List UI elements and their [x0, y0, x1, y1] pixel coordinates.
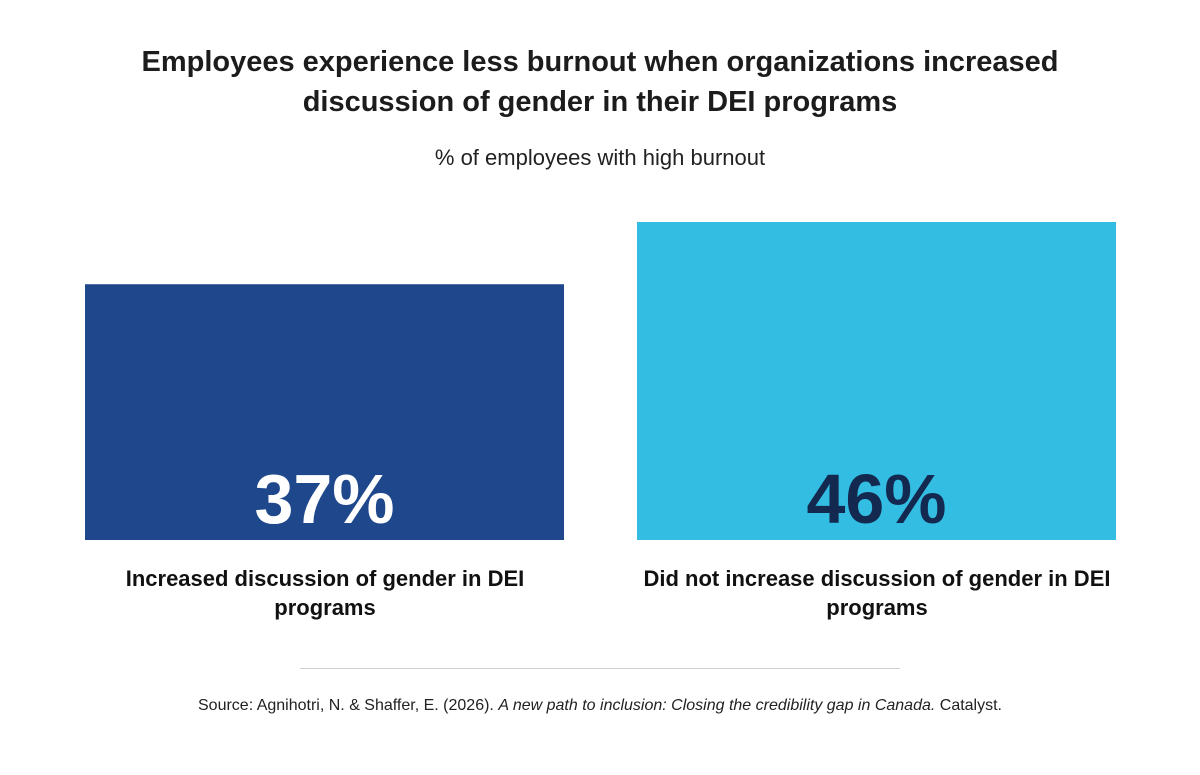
value-label-increased: 37%: [254, 460, 394, 538]
category-label-increased: Increased discussion of gender in DEI pr…: [125, 566, 525, 620]
category-label-not-increased: Did not increase discussion of gender in…: [643, 566, 1111, 620]
value-label-not-increased: 46%: [806, 460, 946, 538]
divider-line: [300, 668, 900, 669]
bar-increased: [85, 284, 564, 540]
chart-title: Employees experience less burnout when o…: [141, 46, 1059, 118]
source-citation: Source: Agnihotri, N. & Shaffer, E. (202…: [50, 695, 1150, 717]
bar-not-increased: [637, 222, 1116, 540]
source-title: A new path to inclusion: Closing the cre…: [498, 697, 936, 714]
source-prefix: Source: Agnihotri, N. & Shaffer, E. (202…: [198, 697, 499, 714]
chart-subtitle: % of employees with high burnout: [434, 145, 766, 170]
source-suffix: Catalyst.: [935, 697, 1002, 714]
